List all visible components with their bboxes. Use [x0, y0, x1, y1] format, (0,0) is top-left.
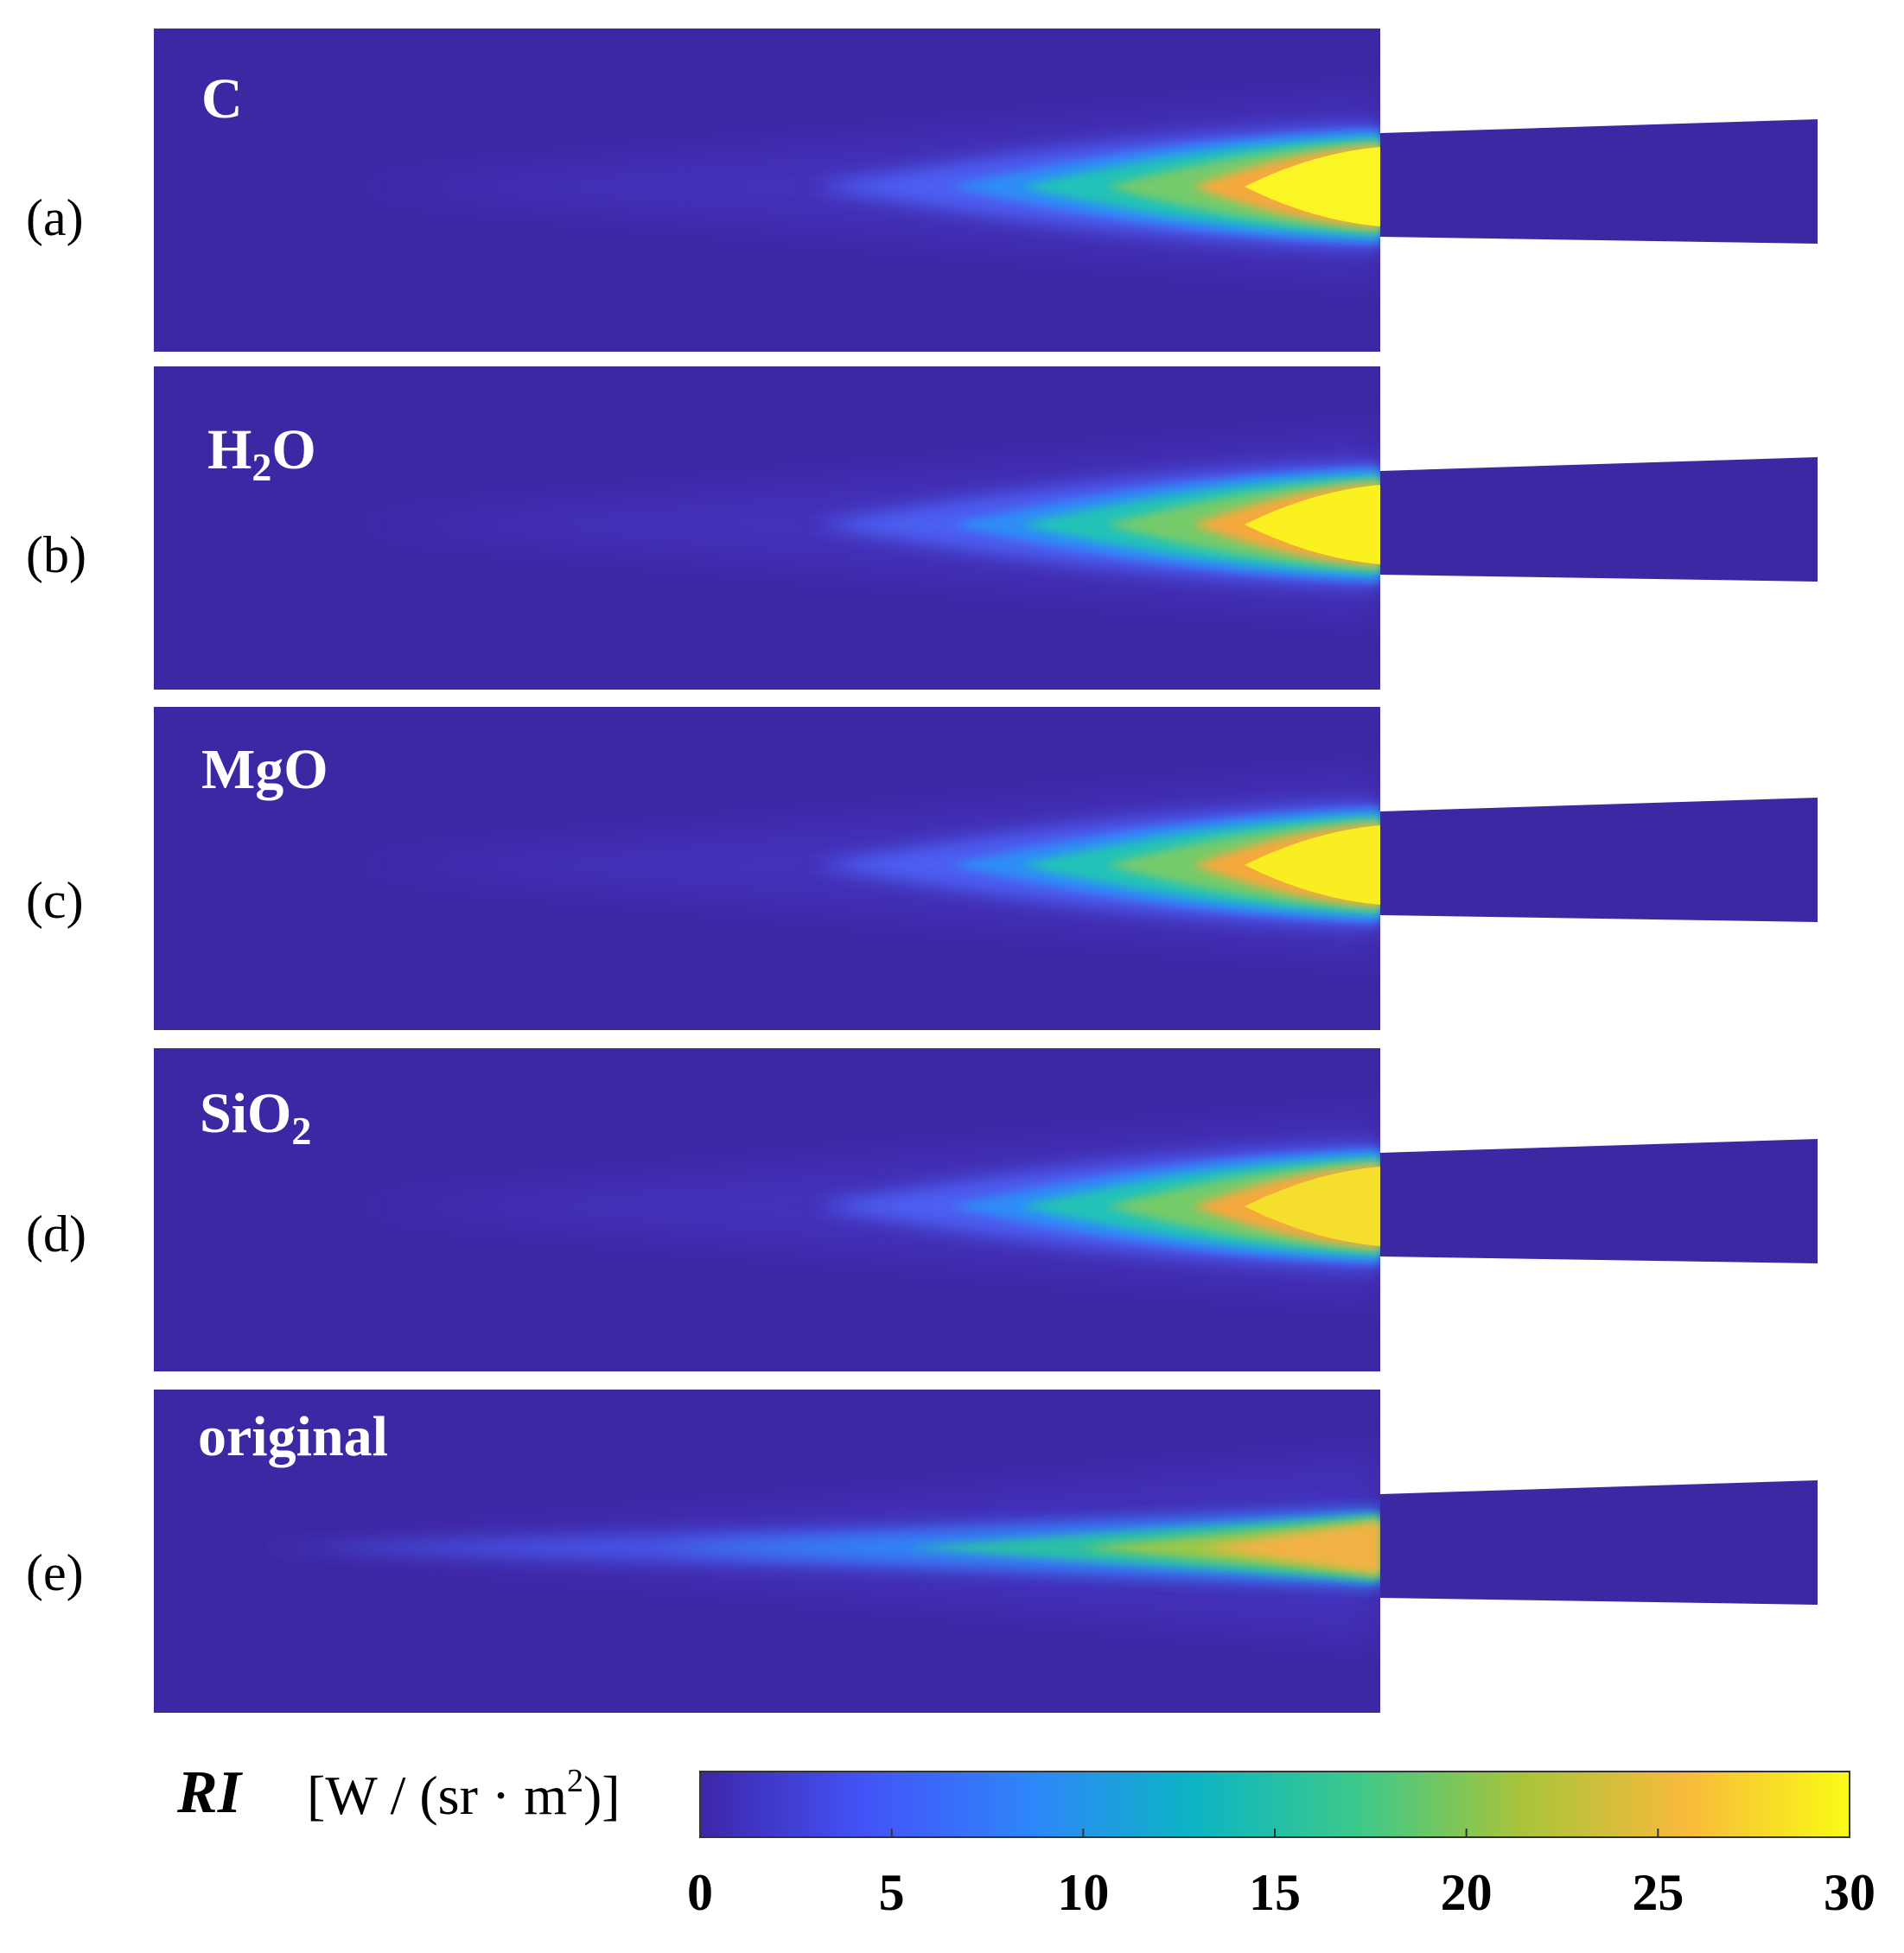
species-label-c: C [201, 67, 243, 130]
colorbar-tick-label: 0 [687, 1864, 713, 1921]
colorbar-tick-label: 10 [1057, 1864, 1110, 1921]
plume-layer [1245, 485, 1380, 564]
species-label-original: original [198, 1405, 389, 1468]
colorbar [699, 1771, 1850, 1838]
colorbar-tick-label: 30 [1824, 1864, 1875, 1921]
outlet-region [1380, 119, 1818, 244]
plume-layer [1245, 147, 1380, 226]
outlet-region [1380, 1139, 1818, 1263]
colorbar-unit: [W / (sr · m2)] [307, 1763, 621, 1826]
panel-c [154, 707, 1818, 1030]
outlet-region [1380, 457, 1818, 582]
colorbar-tick-label: 5 [878, 1864, 905, 1921]
panel-d [154, 1048, 1818, 1371]
panel-label-d: (d) [26, 1206, 86, 1263]
outlet-region [1380, 798, 1818, 922]
panel-label-a: (a) [26, 189, 84, 246]
colorbar-tick-label: 20 [1440, 1864, 1493, 1921]
panel-label-c: (c) [26, 872, 84, 929]
panel-a [154, 29, 1818, 352]
plume-layer [1245, 1167, 1380, 1246]
plume-layer [1201, 1522, 1380, 1574]
panel-label-b: (b) [26, 526, 86, 583]
species-label-h2o: H2O [207, 418, 316, 489]
species-label-sio2: SiO2 [200, 1082, 312, 1153]
colorbar-tick-label: 15 [1249, 1864, 1301, 1921]
colorbar-tick-label: 25 [1632, 1864, 1684, 1921]
outlet-region [1380, 1480, 1818, 1605]
panel-label-e: (e) [26, 1544, 84, 1601]
colorbar-ticks [699, 1829, 1850, 1837]
panel-e [154, 1390, 1818, 1713]
panel-b [154, 366, 1818, 690]
colorbar-variable: RI [177, 1759, 241, 1826]
panels [154, 29, 1818, 1713]
species-label-mgo: MgO [201, 738, 328, 801]
plume-layer [1245, 825, 1380, 905]
